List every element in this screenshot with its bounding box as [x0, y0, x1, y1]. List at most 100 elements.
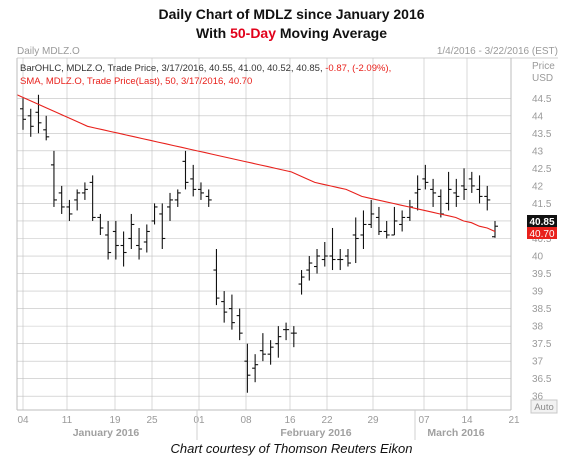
- last-price-box: [527, 215, 557, 227]
- ohlc-bar: [414, 175, 421, 211]
- x-tick-label: 11: [62, 415, 73, 426]
- ohlc-bar: [492, 220, 498, 238]
- ohlc-bar: [58, 185, 65, 214]
- x-tick-label: 29: [367, 415, 379, 426]
- ohlc-bar: [337, 249, 344, 271]
- x-tick-label: 22: [321, 415, 333, 426]
- ohlc-bar: [50, 150, 57, 207]
- ohlc-bar: [383, 220, 390, 239]
- ohlc-bar: [128, 213, 135, 250]
- currency-label: USD: [532, 73, 553, 84]
- y-tick-label: 36: [532, 392, 544, 403]
- chart-credit: Chart courtesy of Thomson Reuters Eikon: [170, 441, 413, 456]
- price-axis-title: Price: [532, 61, 555, 72]
- ohlc-bar: [190, 164, 197, 197]
- subtitle-suffix: Moving Average: [276, 25, 387, 41]
- ohlc-bar: [81, 182, 88, 200]
- y-tick-label: 37: [532, 357, 544, 368]
- y-tick-label: 43.5: [532, 129, 552, 140]
- ohlc-bar: [430, 178, 437, 207]
- auto-scale-label: Auto: [534, 402, 554, 413]
- ohlc-bar: [252, 354, 259, 383]
- x-tick-label: 07: [418, 415, 430, 426]
- auto-scale-button[interactable]: [530, 399, 558, 414]
- ohlc-bar: [368, 199, 375, 228]
- ohlc-bar: [27, 108, 34, 137]
- ohlc-bars: [20, 94, 498, 393]
- sma-line: [16, 94, 496, 233]
- y-tick-label: 44: [532, 111, 544, 122]
- ohlc-bar: [484, 185, 491, 211]
- header-date-range: 1/4/2016 - 3/22/2016 (EST): [437, 46, 558, 57]
- ohlc-bar: [344, 249, 351, 267]
- ohlc-bar: [352, 217, 359, 264]
- ohlc-bar: [329, 227, 336, 271]
- ohlc-bar: [105, 220, 112, 260]
- price-chart: Daily MDLZ.O 1/4/2016 - 3/22/2016 (EST) …: [0, 42, 583, 440]
- ohlc-bar: [391, 206, 398, 236]
- grid: [17, 58, 511, 410]
- y-tick-label: 42.5: [532, 164, 552, 175]
- ohlc-bar: [151, 203, 158, 225]
- x-tick-label: 25: [146, 415, 158, 426]
- y-tick-label: 41.5: [532, 199, 552, 210]
- ohlc-bar: [314, 249, 321, 274]
- ohlc-bar: [399, 210, 406, 232]
- month-label-march: March 2016: [427, 427, 484, 439]
- ohlc-bar: [205, 189, 212, 207]
- ohlc-bar: [89, 175, 96, 221]
- subtitle-accent: 50-Day: [230, 25, 276, 41]
- ohlc-bar: [259, 333, 266, 362]
- legend-bar: BarOHLC, MDLZ.O, Trade Price, 3/17/2016,…: [20, 63, 391, 74]
- header-symbol: Daily MDLZ.O: [17, 46, 80, 57]
- y-tick-label: 38.5: [532, 304, 552, 315]
- chart-subtitle: With 50-Day Moving Average: [0, 25, 583, 41]
- y-tick-label: 40: [532, 252, 544, 263]
- last-price-label: 40.85: [529, 217, 554, 228]
- ohlc-bar: [422, 164, 429, 190]
- ohlc-bar: [306, 256, 313, 281]
- ohlc-bar: [298, 270, 305, 295]
- ohlc-bar: [112, 220, 119, 260]
- ohlc-bar: [275, 326, 282, 358]
- x-tick-label: 21: [508, 415, 520, 426]
- legend-sma: SMA, MDLZ.O, Trade Price(Last), 50, 3/17…: [20, 76, 252, 87]
- ohlc-bar: [461, 168, 468, 200]
- ohlc-bar: [182, 150, 189, 190]
- y-tick-label: 39: [532, 287, 544, 298]
- x-tick-label: 08: [240, 415, 252, 426]
- legend-bar-values: BarOHLC, MDLZ.O, Trade Price, 3/17/2016,…: [20, 63, 325, 74]
- sma-price-label: 40.70: [529, 229, 554, 240]
- ohlc-bar: [136, 227, 143, 260]
- x-tick-label: 19: [109, 415, 121, 426]
- chart-background: [0, 42, 583, 440]
- ohlc-bar: [143, 224, 150, 253]
- ohlc-bar: [43, 115, 50, 141]
- x-tick-label: 14: [461, 415, 473, 426]
- ohlc-bar: [468, 171, 475, 193]
- x-tick-label: 01: [193, 415, 205, 426]
- y-tick-label: 42: [532, 181, 544, 192]
- ohlc-bar: [221, 291, 228, 323]
- ohlc-bar: [476, 175, 483, 204]
- ohlc-bar: [321, 241, 328, 267]
- ohlc-bar: [174, 189, 181, 207]
- ohlc-bar: [228, 294, 235, 330]
- y-tick-label: 44.5: [532, 94, 552, 105]
- ohlc-bar: [35, 94, 42, 134]
- sma-price-box: [527, 227, 557, 239]
- month-label-january: January 2016: [73, 427, 140, 439]
- x-axis-ticks: 04 11 19 25 01 08 16 22 29 07 14 21: [17, 415, 520, 426]
- subtitle-prefix: With: [195, 25, 231, 41]
- ohlc-bar: [290, 326, 297, 348]
- ohlc-bar: [167, 192, 174, 221]
- ohlc-bar: [267, 340, 274, 365]
- ohlc-bar: [360, 210, 367, 250]
- y-tick-label: 40.5: [532, 234, 552, 245]
- ohlc-bar: [453, 178, 460, 207]
- y-tick-label: 39.5: [532, 269, 552, 280]
- ohlc-bar: [97, 213, 104, 235]
- month-label-february: February 2016: [280, 427, 351, 439]
- ohlc-bar: [236, 308, 243, 341]
- y-tick-label: 38: [532, 322, 544, 333]
